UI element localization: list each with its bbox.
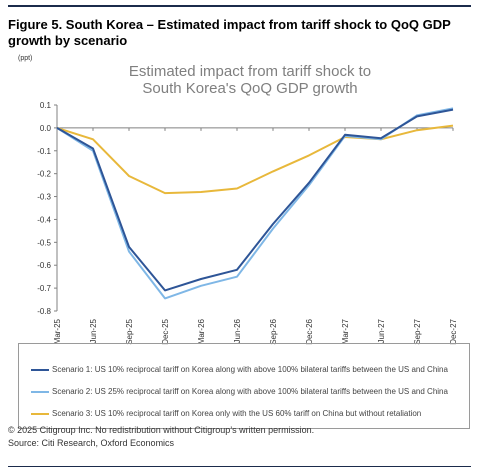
legend-label-scenario-2: Scenario 2: US 25% reciprocal tariff on … xyxy=(52,387,448,396)
line-chart: -0.8 -0.7 -0.6 -0.5 -0.4 -0.3 -0.2 -0.1 0.0 0.1 Ma… xyxy=(37,101,458,345)
x-tick-label: Sep-25 xyxy=(125,318,134,344)
x-tick-label: Jun-25 xyxy=(89,318,98,343)
y-tick-label: -0.7 xyxy=(37,284,51,293)
legend-swatch-scenario-1 xyxy=(31,369,49,371)
y-tick-label: -0.2 xyxy=(37,170,51,179)
legend-swatch-scenario-2 xyxy=(31,391,49,393)
y-tick-label: -0.3 xyxy=(37,193,51,202)
source-note: Source: Citi Research, Oxford Economics xyxy=(8,438,175,448)
legend-label-scenario-3: Scenario 3: US 10% reciprocal tariff on … xyxy=(52,409,422,418)
chart-axes: -0.8 -0.7 -0.6 -0.5 -0.4 -0.3 -0.2 -0.1 0.0 0.1 Ma… xyxy=(37,101,458,345)
x-tick-label: Jun-26 xyxy=(233,318,242,343)
y-tick-label: 0.0 xyxy=(40,124,52,133)
top-rule xyxy=(8,5,471,7)
figure-notes: © 2025 Citigroup Inc. No redistribution … xyxy=(8,424,488,450)
legend-item-scenario-3: Scenario 3: US 10% reciprocal tariff on … xyxy=(31,408,471,420)
x-tick-label: Sep-26 xyxy=(269,318,278,344)
chart-legend: Scenario 1: US 10% reciprocal tariff on … xyxy=(18,343,470,429)
legend-item-scenario-2: Scenario 2: US 25% reciprocal tariff on … xyxy=(31,386,471,398)
chart-title-line-1: Estimated impact from tariff shock to xyxy=(128,63,372,80)
y-tick-label: -0.8 xyxy=(37,307,51,316)
copyright-note: © 2025 Citigroup Inc. No redistribution … xyxy=(8,425,315,435)
legend-label-scenario-1: Scenario 1: US 10% reciprocal tariff on … xyxy=(52,365,448,374)
x-tick-label: Dec-27 xyxy=(449,318,458,344)
bottom-rule xyxy=(8,466,471,467)
figure-title: Figure 5. South Korea – Estimated impact… xyxy=(8,17,451,48)
y-tick-label: -0.4 xyxy=(37,215,51,224)
x-tick-label: Mar-26 xyxy=(197,318,206,344)
x-tick-label: Mar-25 xyxy=(53,318,62,344)
y-tick-label: -0.5 xyxy=(37,238,51,247)
legend-item-scenario-1: Scenario 1: US 10% reciprocal tariff on … xyxy=(31,364,471,376)
x-tick-label: Dec-26 xyxy=(305,318,314,344)
x-tick-label: Mar-27 xyxy=(341,318,350,344)
y-tick-label: -0.1 xyxy=(37,147,51,156)
chart-title-line-2: South Korea's QoQ GDP growth xyxy=(142,80,358,97)
legend-swatch-scenario-3 xyxy=(31,413,49,415)
chart-series xyxy=(56,107,454,300)
y-tick-label: -0.6 xyxy=(37,261,51,270)
series-line-scenario-1 xyxy=(56,108,454,292)
x-tick-label: Dec-25 xyxy=(161,318,170,344)
x-tick-label: Jun-27 xyxy=(377,318,386,343)
x-tick-label: Sep-27 xyxy=(413,318,422,344)
y-unit-label: (ppt) xyxy=(18,55,33,62)
y-tick-label: 0.1 xyxy=(40,101,52,110)
series-line-scenario-3 xyxy=(56,124,454,195)
chart-title: Estimated impact from tariff shock to So… xyxy=(60,63,440,97)
